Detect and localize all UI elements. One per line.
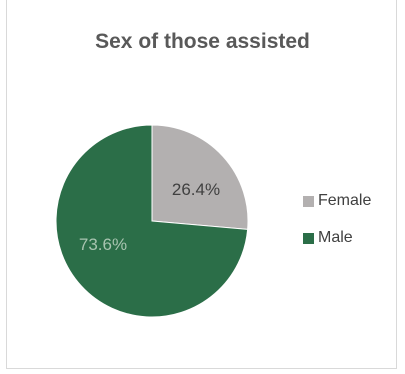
pie-slice-male: [55, 124, 249, 318]
legend-swatch-female: [303, 195, 314, 207]
legend-item-female: Female: [303, 190, 371, 212]
chart-title: Sex of those assisted: [95, 30, 310, 53]
legend-item-male: Male: [303, 227, 371, 249]
data-label-male: 73.6%: [79, 235, 127, 254]
data-label-female: 26.4%: [172, 180, 220, 199]
pie-slice-female: [151, 124, 249, 230]
chart-area: [6, 0, 397, 369]
legend-label-male: Male: [318, 229, 353, 246]
chart-legend: Female Male: [303, 190, 371, 264]
legend-swatch-male: [303, 232, 314, 244]
legend-label-female: Female: [318, 192, 372, 209]
